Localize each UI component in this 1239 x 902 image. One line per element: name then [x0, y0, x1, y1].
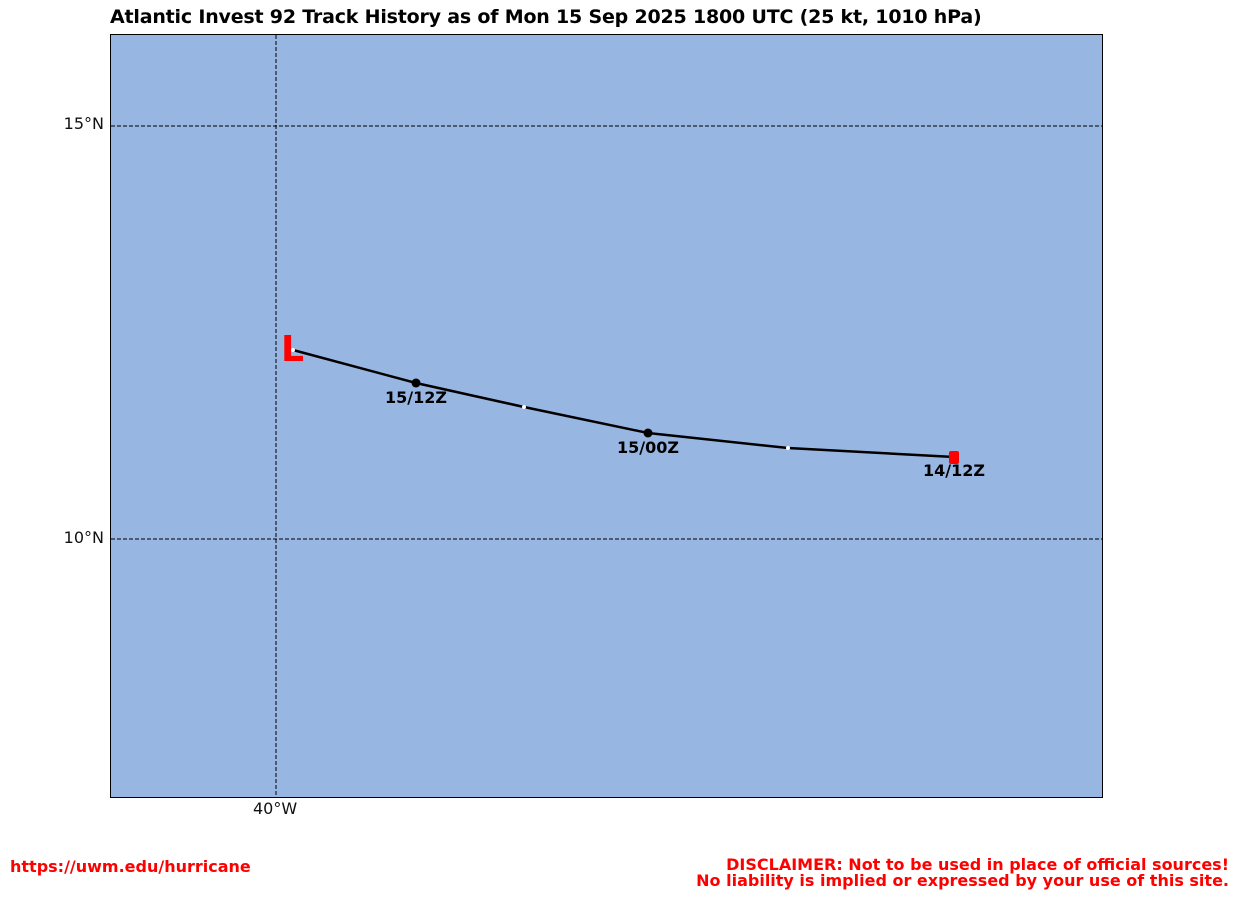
- disclaimer-line-2: No liability is implied or expressed by …: [696, 871, 1229, 890]
- map-canvas: L 15/12Z 15/00Z 14/12Z: [111, 35, 1102, 797]
- latitude-label-10n: 10°N: [63, 528, 104, 547]
- disclaimer-line-1: DISCLAIMER: Not to be used in place of o…: [726, 855, 1229, 874]
- track-point-minor: [291, 348, 295, 352]
- track-map: L 15/12Z 15/00Z 14/12Z: [110, 34, 1103, 798]
- track-start-marker: [949, 451, 959, 464]
- storm-track-line: [292, 348, 955, 459]
- track-point-fix-15-00z: [643, 428, 653, 438]
- longitude-label-40w: 40°W: [253, 799, 298, 818]
- time-label-14-12z: 14/12Z: [923, 461, 985, 480]
- current-position-symbol: L: [281, 329, 304, 370]
- track-point-minor: [786, 446, 790, 450]
- latitude-label-15n: 15°N: [63, 114, 104, 133]
- track-point-minor: [522, 405, 526, 409]
- time-label-15-12z: 15/12Z: [385, 388, 447, 407]
- ocean-background: [111, 35, 1102, 797]
- site-url-link[interactable]: https://uwm.edu/hurricane: [10, 857, 251, 876]
- map-title: Atlantic Invest 92 Track History as of M…: [110, 6, 982, 28]
- track-point-fix-15-12z: [411, 378, 421, 388]
- time-label-15-00z: 15/00Z: [617, 438, 679, 457]
- disclaimer: DISCLAIMER: Not to be used in place of o…: [696, 857, 1229, 889]
